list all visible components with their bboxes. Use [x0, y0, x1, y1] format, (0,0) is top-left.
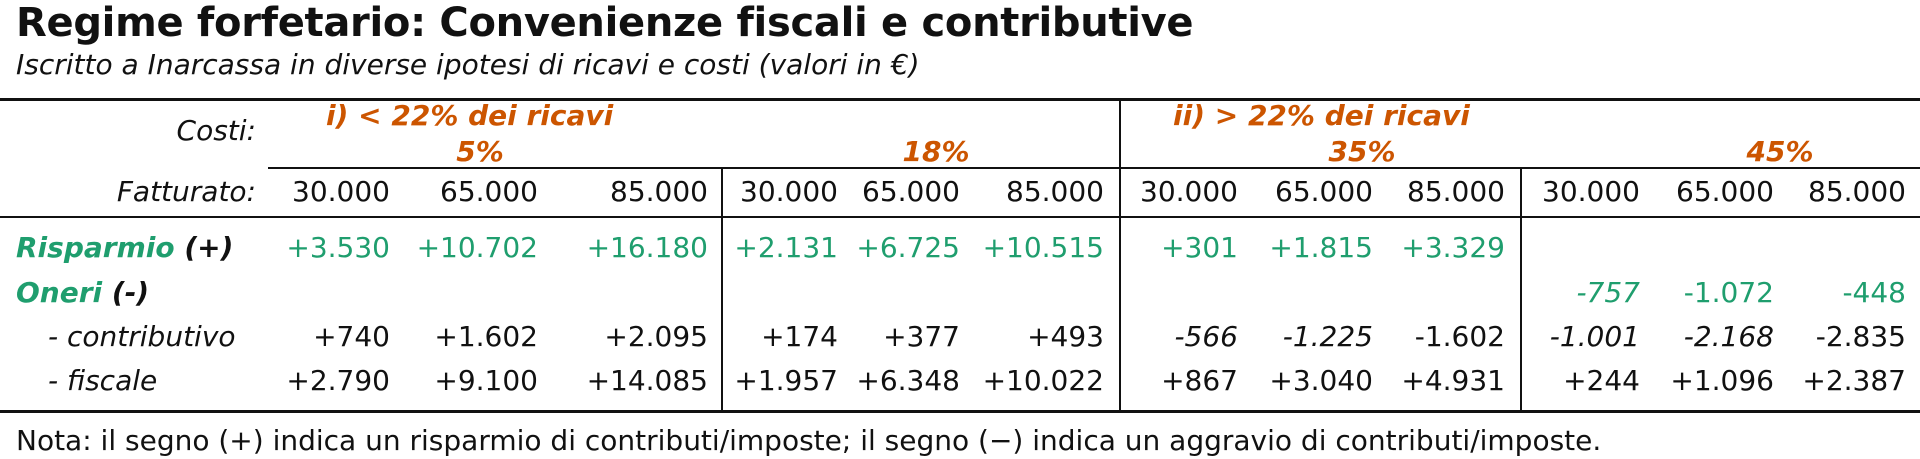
fiscale-cell: +1.957	[734, 364, 838, 397]
risparmio-cell: +16.180	[586, 231, 708, 264]
contributivo-cell: -2.835	[1815, 320, 1906, 353]
cost-subheader-rule	[268, 167, 1920, 169]
fatturato-cell: 30.000	[292, 175, 390, 208]
fiscale-cell: +1.096	[1670, 364, 1774, 397]
fiscale-cell: +867	[1161, 364, 1238, 397]
contributivo-cell: +2.095	[604, 320, 708, 353]
risparmio-cell: +10.702	[416, 231, 538, 264]
table-top-rule	[0, 98, 1920, 101]
table-header-rule	[0, 216, 1920, 218]
divider-5-18	[721, 167, 723, 410]
divider-group	[1119, 99, 1121, 410]
contributivo-cell: +377	[883, 320, 960, 353]
contributivo-cell: -1.602	[1414, 320, 1505, 353]
fiscale-cell: +3.040	[1269, 364, 1373, 397]
fatturato-cell: 85.000	[610, 175, 708, 208]
fiscale-cell: +9.100	[434, 364, 538, 397]
oneri-sign: (-)	[111, 276, 150, 309]
fiscale-cell: +2.387	[1802, 364, 1906, 397]
page-subtitle: Iscritto a Inarcassa in diverse ipotesi …	[16, 48, 920, 81]
risparmio-cell: +10.515	[982, 231, 1104, 264]
fatturato-cell: 85.000	[1407, 175, 1505, 208]
fatturato-cell: 30.000	[1542, 175, 1640, 208]
fatturato-cell: 85.000	[1006, 175, 1104, 208]
risparmio-cell: +6.725	[856, 231, 960, 264]
contributivo-cell: -566	[1174, 320, 1238, 353]
oneri-word: Oneri	[16, 276, 103, 309]
fiscale-cell: +2.790	[286, 364, 390, 397]
fiscale-label: - fiscale	[48, 364, 158, 397]
cost-pct-45: 45%	[1746, 135, 1814, 168]
risparmio-sign: (+)	[184, 231, 234, 264]
group-header-over-22: ii) > 22% dei ricavi	[1173, 99, 1470, 132]
footnote: Nota: il segno (+) indica un risparmio d…	[16, 424, 1602, 457]
cost-pct-18: 18%	[902, 135, 970, 168]
fatturato-cell: 65.000	[440, 175, 538, 208]
contributivo-cell: -1.001	[1549, 320, 1640, 353]
contributivo-cell: -2.168	[1683, 320, 1774, 353]
fatturato-cell: 30.000	[740, 175, 838, 208]
cost-pct-35: 35%	[1328, 135, 1396, 168]
fatturato-cell: 85.000	[1808, 175, 1906, 208]
fiscale-cell: +6.348	[856, 364, 960, 397]
risparmio-cell: +2.131	[734, 231, 838, 264]
risparmio-cell: +3.530	[286, 231, 390, 264]
contributivo-cell: +493	[1027, 320, 1104, 353]
fatturato-label: Fatturato:	[116, 175, 256, 208]
fatturato-cell: 65.000	[1275, 175, 1373, 208]
cost-pct-5: 5%	[456, 135, 504, 168]
contributivo-label: - contributivo	[48, 320, 236, 353]
contributivo-cell: -1.225	[1282, 320, 1373, 353]
costi-label: Costi:	[176, 114, 256, 147]
risparmio-cell: +3.329	[1401, 231, 1505, 264]
oneri-cell: -448	[1842, 276, 1906, 309]
risparmio-cell: +1.815	[1269, 231, 1373, 264]
fiscale-cell: +4.931	[1401, 364, 1505, 397]
divider-35-45	[1520, 167, 1522, 410]
fatturato-cell: 65.000	[1676, 175, 1774, 208]
risparmio-word: Risparmio	[16, 231, 175, 264]
table-bottom-rule	[0, 410, 1920, 413]
risparmio-cell: +301	[1161, 231, 1238, 264]
oneri-cell: -1.072	[1683, 276, 1774, 309]
fatturato-cell: 30.000	[1140, 175, 1238, 208]
group-header-under-22: i) < 22% dei ricavi	[326, 99, 614, 132]
contributivo-cell: +1.602	[434, 320, 538, 353]
oneri-label: Oneri (-)	[16, 277, 149, 309]
page-title: Regime forfetario: Convenienze fiscali e…	[16, 0, 1194, 46]
contributivo-cell: +174	[761, 320, 838, 353]
risparmio-label: Risparmio (+)	[16, 232, 233, 264]
fiscale-cell: +10.022	[982, 364, 1104, 397]
fiscale-cell: +244	[1563, 364, 1640, 397]
oneri-cell: -757	[1576, 276, 1640, 309]
fatturato-cell: 65.000	[862, 175, 960, 208]
contributivo-cell: +740	[313, 320, 390, 353]
fiscale-cell: +14.085	[586, 364, 708, 397]
